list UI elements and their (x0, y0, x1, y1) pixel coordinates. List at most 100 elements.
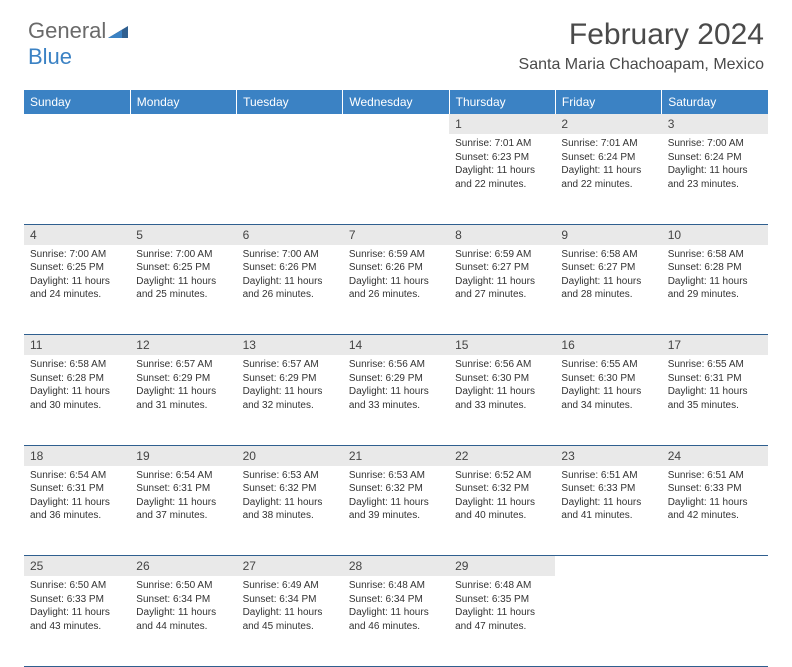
weekday-header: Thursday (449, 90, 555, 114)
day-number-cell: 27 (237, 556, 343, 577)
day-data-cell: Sunrise: 6:58 AMSunset: 6:27 PMDaylight:… (555, 245, 661, 335)
logo-triangle-icon (108, 18, 128, 44)
day-data-cell: Sunrise: 6:56 AMSunset: 6:29 PMDaylight:… (343, 355, 449, 445)
day-number-row: 123 (24, 114, 768, 134)
day-details: Sunrise: 6:59 AMSunset: 6:27 PMDaylight:… (449, 245, 555, 308)
day-details: Sunrise: 6:50 AMSunset: 6:33 PMDaylight:… (24, 576, 130, 639)
day-number-cell (237, 114, 343, 134)
title-block: February 2024 Santa Maria Chachoapam, Me… (519, 18, 764, 74)
day-number-cell: 16 (555, 335, 661, 356)
day-number-cell: 20 (237, 445, 343, 466)
day-data-cell: Sunrise: 6:49 AMSunset: 6:34 PMDaylight:… (237, 576, 343, 666)
day-number-row: 2526272829 (24, 556, 768, 577)
day-details: Sunrise: 6:57 AMSunset: 6:29 PMDaylight:… (237, 355, 343, 418)
day-details: Sunrise: 6:53 AMSunset: 6:32 PMDaylight:… (343, 466, 449, 529)
day-data-cell: Sunrise: 6:51 AMSunset: 6:33 PMDaylight:… (555, 466, 661, 556)
day-number-cell: 13 (237, 335, 343, 356)
day-details: Sunrise: 7:00 AMSunset: 6:25 PMDaylight:… (130, 245, 236, 308)
day-number-cell: 14 (343, 335, 449, 356)
day-data-cell: Sunrise: 6:48 AMSunset: 6:35 PMDaylight:… (449, 576, 555, 666)
location: Santa Maria Chachoapam, Mexico (519, 56, 764, 74)
day-data-row: Sunrise: 6:54 AMSunset: 6:31 PMDaylight:… (24, 466, 768, 556)
day-data-cell: Sunrise: 6:55 AMSunset: 6:31 PMDaylight:… (662, 355, 768, 445)
day-details: Sunrise: 6:59 AMSunset: 6:26 PMDaylight:… (343, 245, 449, 308)
day-number-cell: 11 (24, 335, 130, 356)
weekday-header: Friday (555, 90, 661, 114)
logo-text-blue: Blue (28, 44, 72, 69)
header: General Blue February 2024 Santa Maria C… (0, 0, 792, 80)
day-details: Sunrise: 6:56 AMSunset: 6:29 PMDaylight:… (343, 355, 449, 418)
day-number-cell: 18 (24, 445, 130, 466)
day-number-cell: 12 (130, 335, 236, 356)
day-data-row: Sunrise: 7:01 AMSunset: 6:23 PMDaylight:… (24, 134, 768, 224)
day-number-cell: 23 (555, 445, 661, 466)
day-data-cell (24, 134, 130, 224)
day-number-cell: 21 (343, 445, 449, 466)
logo-text-general: General (28, 18, 106, 43)
day-number-cell: 15 (449, 335, 555, 356)
day-data-cell: Sunrise: 7:00 AMSunset: 6:24 PMDaylight:… (662, 134, 768, 224)
day-details: Sunrise: 6:55 AMSunset: 6:30 PMDaylight:… (555, 355, 661, 418)
day-details: Sunrise: 6:54 AMSunset: 6:31 PMDaylight:… (24, 466, 130, 529)
day-number-cell: 2 (555, 114, 661, 134)
day-details: Sunrise: 6:49 AMSunset: 6:34 PMDaylight:… (237, 576, 343, 639)
day-number-cell: 1 (449, 114, 555, 134)
day-number-cell: 3 (662, 114, 768, 134)
day-details: Sunrise: 6:56 AMSunset: 6:30 PMDaylight:… (449, 355, 555, 418)
day-number-cell: 19 (130, 445, 236, 466)
day-details: Sunrise: 7:01 AMSunset: 6:23 PMDaylight:… (449, 134, 555, 197)
day-data-row: Sunrise: 6:50 AMSunset: 6:33 PMDaylight:… (24, 576, 768, 666)
day-data-cell: Sunrise: 6:56 AMSunset: 6:30 PMDaylight:… (449, 355, 555, 445)
day-data-cell: Sunrise: 6:50 AMSunset: 6:34 PMDaylight:… (130, 576, 236, 666)
day-data-cell: Sunrise: 7:01 AMSunset: 6:24 PMDaylight:… (555, 134, 661, 224)
day-details: Sunrise: 6:57 AMSunset: 6:29 PMDaylight:… (130, 355, 236, 418)
day-number-row: 45678910 (24, 224, 768, 245)
day-details: Sunrise: 6:55 AMSunset: 6:31 PMDaylight:… (662, 355, 768, 418)
weekday-header: Tuesday (237, 90, 343, 114)
day-details: Sunrise: 6:58 AMSunset: 6:28 PMDaylight:… (24, 355, 130, 418)
day-data-cell: Sunrise: 6:52 AMSunset: 6:32 PMDaylight:… (449, 466, 555, 556)
day-number-cell: 22 (449, 445, 555, 466)
day-details: Sunrise: 7:00 AMSunset: 6:24 PMDaylight:… (662, 134, 768, 197)
day-data-row: Sunrise: 7:00 AMSunset: 6:25 PMDaylight:… (24, 245, 768, 335)
day-number-row: 18192021222324 (24, 445, 768, 466)
day-number-cell: 10 (662, 224, 768, 245)
day-number-cell: 28 (343, 556, 449, 577)
day-number-cell: 17 (662, 335, 768, 356)
day-data-cell: Sunrise: 6:55 AMSunset: 6:30 PMDaylight:… (555, 355, 661, 445)
day-data-cell: Sunrise: 6:59 AMSunset: 6:26 PMDaylight:… (343, 245, 449, 335)
day-number-cell: 26 (130, 556, 236, 577)
day-data-row: Sunrise: 6:58 AMSunset: 6:28 PMDaylight:… (24, 355, 768, 445)
day-number-cell: 8 (449, 224, 555, 245)
day-data-cell (555, 576, 661, 666)
day-number-cell: 9 (555, 224, 661, 245)
day-data-cell: Sunrise: 7:00 AMSunset: 6:25 PMDaylight:… (130, 245, 236, 335)
day-data-cell (662, 576, 768, 666)
weekday-header: Monday (130, 90, 236, 114)
day-number-cell (24, 114, 130, 134)
day-data-cell: Sunrise: 6:48 AMSunset: 6:34 PMDaylight:… (343, 576, 449, 666)
day-data-cell: Sunrise: 7:00 AMSunset: 6:26 PMDaylight:… (237, 245, 343, 335)
day-number-cell: 24 (662, 445, 768, 466)
day-data-cell: Sunrise: 6:58 AMSunset: 6:28 PMDaylight:… (24, 355, 130, 445)
day-number-cell: 7 (343, 224, 449, 245)
weekday-header-row: SundayMondayTuesdayWednesdayThursdayFrid… (24, 90, 768, 114)
day-number-cell (662, 556, 768, 577)
day-data-cell: Sunrise: 6:50 AMSunset: 6:33 PMDaylight:… (24, 576, 130, 666)
day-data-cell: Sunrise: 6:54 AMSunset: 6:31 PMDaylight:… (130, 466, 236, 556)
day-details: Sunrise: 6:53 AMSunset: 6:32 PMDaylight:… (237, 466, 343, 529)
day-details: Sunrise: 6:52 AMSunset: 6:32 PMDaylight:… (449, 466, 555, 529)
day-number-cell: 29 (449, 556, 555, 577)
day-details: Sunrise: 7:00 AMSunset: 6:25 PMDaylight:… (24, 245, 130, 308)
day-number-cell (343, 114, 449, 134)
day-data-cell: Sunrise: 6:57 AMSunset: 6:29 PMDaylight:… (237, 355, 343, 445)
day-details: Sunrise: 6:50 AMSunset: 6:34 PMDaylight:… (130, 576, 236, 639)
day-data-cell (237, 134, 343, 224)
day-details: Sunrise: 6:51 AMSunset: 6:33 PMDaylight:… (662, 466, 768, 529)
day-details: Sunrise: 6:48 AMSunset: 6:35 PMDaylight:… (449, 576, 555, 639)
day-data-cell: Sunrise: 6:58 AMSunset: 6:28 PMDaylight:… (662, 245, 768, 335)
day-details: Sunrise: 6:54 AMSunset: 6:31 PMDaylight:… (130, 466, 236, 529)
calendar-table: SundayMondayTuesdayWednesdayThursdayFrid… (24, 90, 768, 667)
day-data-cell: Sunrise: 6:54 AMSunset: 6:31 PMDaylight:… (24, 466, 130, 556)
day-number-cell (555, 556, 661, 577)
